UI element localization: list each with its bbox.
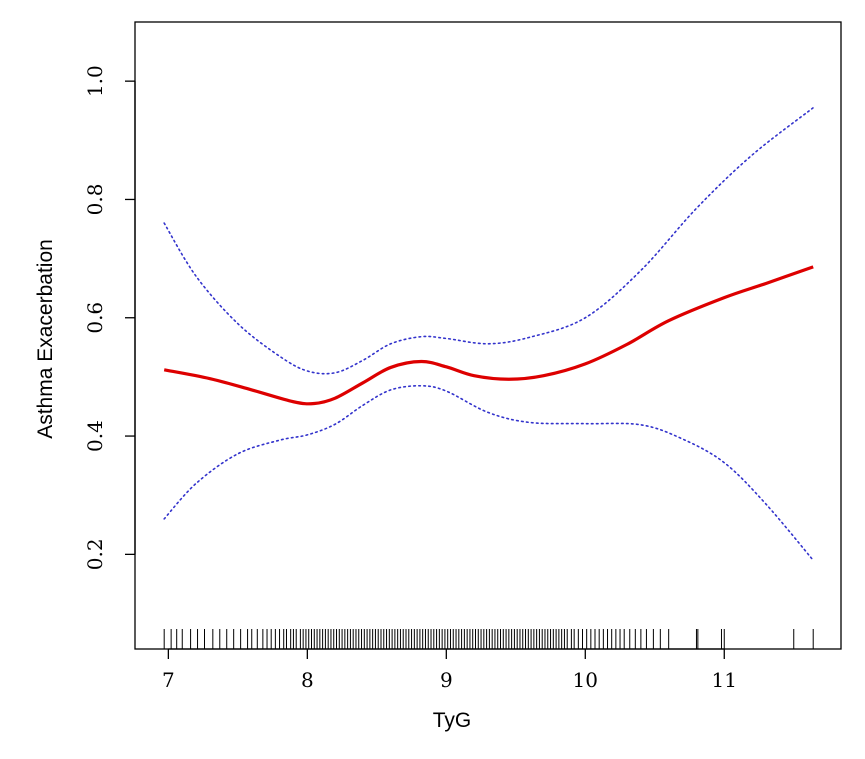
y-tick-label: 0.6: [83, 302, 107, 334]
x-axis-title: TyG: [433, 709, 472, 732]
x-tick-label: 9: [440, 668, 453, 692]
lower-ci-line: [163, 384, 814, 562]
rug-layer: [163, 629, 814, 649]
y-tick-label: 0.4: [83, 420, 107, 452]
y-axis-title: Asthma Exacerbation: [34, 239, 57, 439]
plot-frame: [134, 21, 842, 650]
y-tick-label: 0.2: [83, 538, 107, 570]
y-tick-label: 1.0: [83, 65, 107, 97]
x-axis: 7 8 9 10 11: [162, 648, 737, 692]
x-tick-label: 7: [162, 668, 175, 692]
y-axis: 0.2 0.4 0.6 0.8 1.0: [83, 65, 136, 570]
x-tick-label: 11: [712, 668, 737, 692]
estimate-line: [163, 265, 814, 406]
upper-ci-line: [163, 106, 814, 375]
x-tick-label: 10: [573, 668, 598, 692]
x-tick-label: 8: [301, 668, 314, 692]
series-layer: [163, 106, 814, 562]
y-tick-label: 0.8: [83, 184, 107, 216]
